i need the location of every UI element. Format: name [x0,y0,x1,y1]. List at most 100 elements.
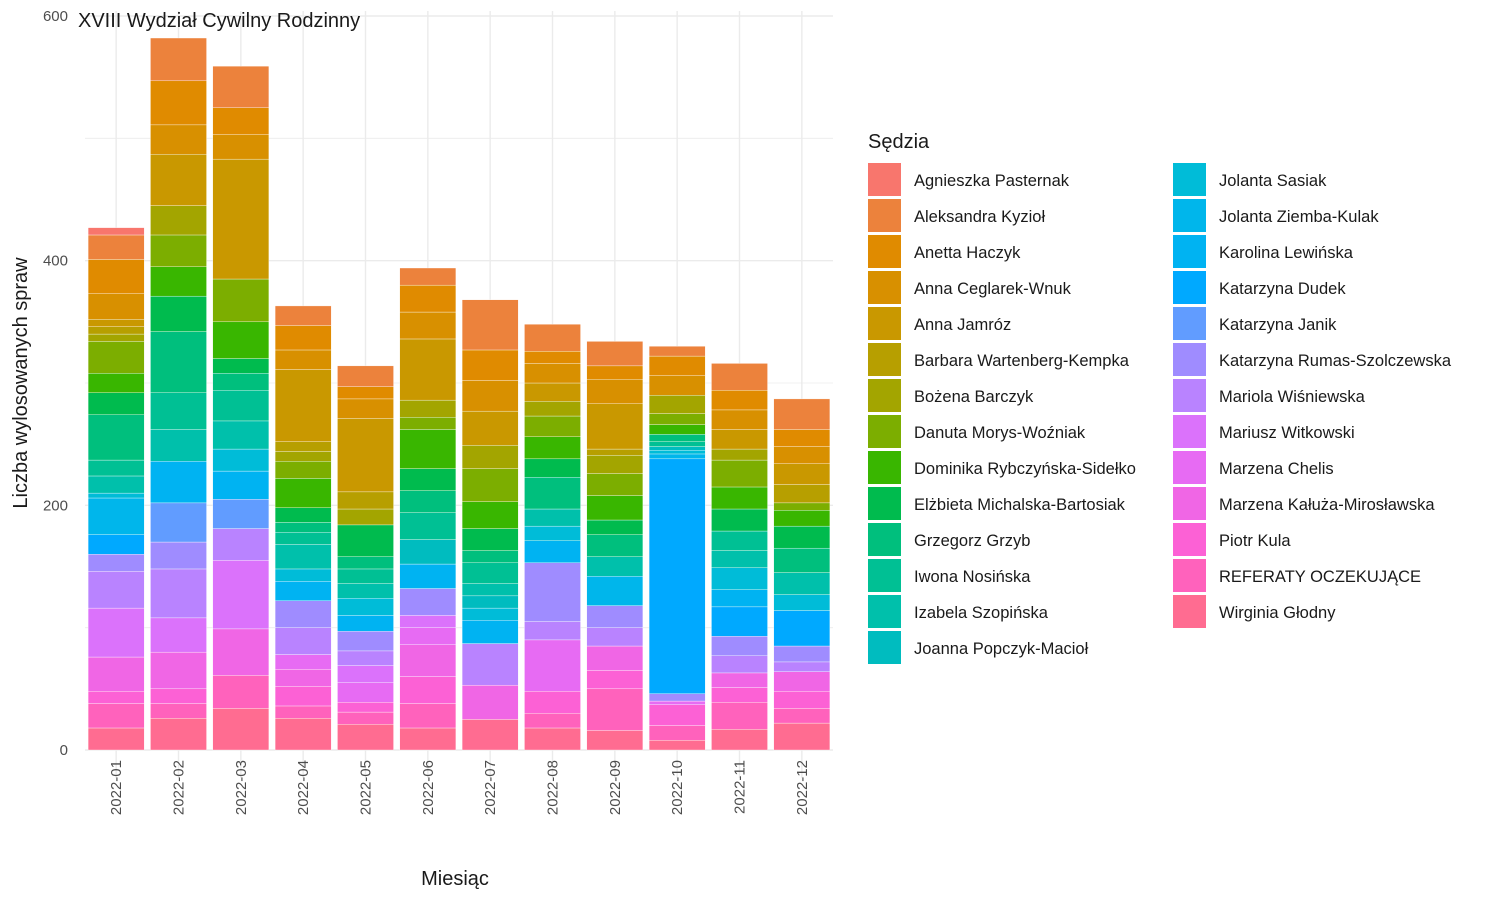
legend-label: Izabela Szopińska [914,604,1049,622]
bar-segment [524,458,581,478]
bar-segment [399,727,457,751]
bar-segment [711,530,768,551]
bar-segment [150,429,207,462]
bar-segment [461,562,519,584]
bar-segment [150,461,207,504]
legend-label: Jolanta Ziemba-Kulak [1219,208,1379,226]
bar-segment [212,278,270,323]
bar-segment [150,205,207,236]
bar-segment [212,373,270,391]
bar-segment [711,390,768,411]
bar-segment [586,534,644,557]
legend-label: Aleksandra Kyzioł [914,208,1045,226]
bar-segment [524,324,581,352]
bar-segment [399,338,457,401]
bar-segment [399,703,457,729]
bar-segment [337,702,394,713]
bar-stack-2022-04 [274,305,332,751]
legend-label: Marzena Kałuża-Mirosławska [1219,496,1435,514]
bar-segment [461,380,519,412]
bar-segment [87,259,145,294]
bar-segment [337,568,394,584]
bar-segment [773,671,831,692]
legend-swatch [1173,163,1206,196]
bar-segment [87,227,145,236]
bar-segment [150,392,207,430]
bar-segment [337,386,394,400]
bar-segment [150,617,207,653]
bar-segment [274,369,332,442]
bar-segment [711,636,768,656]
bar-segment [212,470,270,500]
bar-segment [87,333,145,342]
bar-segment [586,645,644,671]
bar-segment [524,540,581,564]
bar-segment [274,441,332,452]
bar-segment [150,154,207,206]
y-axis-ticks: 0 200 400 600 [43,8,68,759]
bar-segment [337,682,394,703]
bar-segment [337,615,394,632]
bar-segment [399,512,457,540]
bar-segment [461,684,519,720]
bar-segment [399,563,457,589]
y-tick-label: 0 [60,742,68,759]
bar-segment [87,703,145,729]
legend-title: Sędzia [868,131,930,153]
legend-label: Karolina Lewińska [1219,244,1354,262]
bar-segment [87,727,145,751]
bar-segment [212,448,270,472]
bar-segment [337,631,394,652]
bar-segment [773,547,831,573]
bar-stack-2022-05 [337,365,394,751]
legend-swatch [868,451,901,484]
legend-swatch [868,523,901,556]
bar-segment [274,507,332,523]
bar-segment [773,661,831,672]
bar-segment [773,722,831,751]
bar-segment [461,643,519,686]
bar-segment [150,651,207,690]
bar-segment [150,80,207,126]
bar-segment [399,676,457,704]
y-tick-label: 600 [43,8,68,25]
bar-segment [586,495,644,521]
x-tick-label: 2022-01 [108,760,125,815]
bar-stack-2022-12 [773,398,831,751]
bar-segment [711,567,768,590]
legend-swatch [868,307,901,340]
bar-segment [399,588,457,616]
bar-segment [461,501,519,529]
bar-segment [648,453,706,460]
bar-segment [461,607,519,621]
bar-segment [773,398,831,430]
legend-swatch [1173,235,1206,268]
bar-segment [337,650,394,666]
bar-segment [399,468,457,491]
bar-segment [399,417,457,430]
legend-swatch [1173,379,1206,412]
bar-segment [711,429,768,450]
bar-segment [461,410,519,446]
bar-segment [648,693,706,702]
bar-segment [87,326,145,335]
bar-segment [773,484,831,504]
bar-segment [524,525,581,541]
bar-segment [524,351,581,364]
bar-segment [87,534,145,555]
bar-segment [87,607,145,658]
y-tick-label: 400 [43,253,68,270]
legend-label: Katarzyna Janik [1219,316,1337,334]
legend-swatch [868,631,901,664]
bar-segment [461,445,519,469]
bar-segment [524,713,581,729]
bar-segment [150,502,207,543]
bar-segment [87,392,145,415]
legend-label: Joanna Popczyk-Macioł [914,640,1089,658]
bar-segment [461,595,519,609]
legend-swatch [1173,343,1206,376]
bar-segment [586,341,644,367]
legend-swatch [868,163,901,196]
bars [87,37,831,751]
legend-swatch [1173,487,1206,520]
